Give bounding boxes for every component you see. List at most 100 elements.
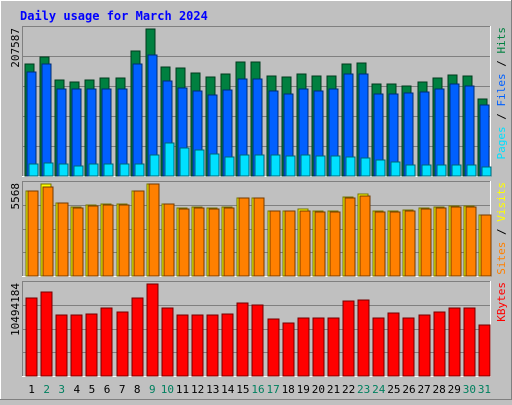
- legend-entry: Files: [495, 73, 508, 106]
- legend-entry: Visits: [495, 182, 508, 222]
- x-tick-label-day-1: 1: [28, 383, 35, 396]
- x-tick-label-day-4: 4: [74, 383, 81, 396]
- x-tick-label-day-26: 26: [402, 383, 415, 396]
- x-tick-label-day-2: 2: [43, 383, 50, 396]
- bar-kbytes-day-22: [342, 300, 355, 377]
- bar-pages-day-24: [375, 159, 386, 177]
- bar-kbytes-day-14: [221, 313, 234, 377]
- bar-sites-day-23: [359, 195, 371, 277]
- panel-kbytes: 10494184 KBytes: [9, 281, 508, 377]
- bar-sites-day-31: [480, 214, 492, 277]
- bar-files-day-1: [26, 71, 37, 177]
- panel-kbytes-legend: KBytes: [495, 282, 508, 322]
- bar-kbytes-day-21: [327, 317, 340, 377]
- bar-sites-day-21: [329, 211, 341, 277]
- x-tick-label-day-30: 30: [463, 383, 476, 396]
- bar-sites-day-4: [72, 207, 84, 277]
- x-tick-label-day-14: 14: [221, 383, 235, 396]
- x-tick-label-day-16: 16: [251, 383, 264, 396]
- bar-files-day-28: [434, 88, 445, 177]
- bar-sites-day-20: [314, 211, 326, 277]
- bar-pages-day-26: [405, 164, 416, 177]
- bar-sites-day-10: [163, 203, 175, 277]
- bar-pages-day-27: [421, 164, 432, 177]
- bar-kbytes-day-23: [357, 299, 370, 377]
- panel-requests-legend: Pages / Files / Hits: [495, 27, 508, 160]
- series-pages: [28, 142, 492, 177]
- bar-kbytes-day-1: [25, 297, 38, 377]
- bar-sites-day-13: [208, 208, 220, 277]
- bar-sites-day-25: [389, 211, 401, 277]
- bar-pages-day-22: [345, 156, 356, 177]
- bar-files-day-26: [403, 92, 414, 177]
- bar-pages-day-14: [224, 156, 235, 177]
- bar-sites-day-29: [450, 206, 462, 277]
- legend-entry: Sites: [495, 242, 508, 275]
- x-tick-label-day-15: 15: [236, 383, 249, 396]
- x-tick-label-day-20: 20: [312, 383, 325, 396]
- bar-pages-day-10: [164, 142, 175, 177]
- bar-kbytes-day-26: [402, 317, 415, 377]
- bar-sites-day-14: [223, 207, 235, 277]
- bar-files-day-7: [117, 88, 128, 177]
- bar-sites-day-24: [374, 211, 386, 277]
- bar-pages-day-13: [209, 153, 220, 177]
- x-tick-label-day-13: 13: [206, 383, 219, 396]
- bar-kbytes-day-15: [236, 302, 249, 377]
- bar-kbytes-day-29: [448, 307, 461, 377]
- x-tick-label-day-12: 12: [191, 383, 204, 396]
- bar-kbytes-day-25: [387, 312, 400, 377]
- legend-separator: /: [495, 107, 508, 127]
- x-tick-label-day-25: 25: [387, 383, 400, 396]
- x-tick-label-day-10: 10: [161, 383, 174, 396]
- bar-kbytes-day-3: [55, 314, 68, 377]
- bar-kbytes-day-10: [161, 307, 174, 377]
- bar-kbytes-day-8: [131, 297, 144, 377]
- bar-kbytes-day-5: [85, 313, 98, 377]
- bar-sites-day-12: [193, 207, 205, 277]
- x-tick-label-day-17: 17: [266, 383, 279, 396]
- chart-panels: 207587 Pages / Files / Hits 5568 Sites / Vi…: [9, 26, 508, 377]
- bar-sites-day-11: [178, 208, 190, 277]
- bar-kbytes-day-13: [206, 314, 219, 377]
- legend-separator: /: [495, 54, 508, 74]
- bar-pages-day-3: [58, 163, 69, 177]
- x-tick-label-day-24: 24: [372, 383, 386, 396]
- x-tick-label-day-8: 8: [134, 383, 141, 396]
- bar-sites-day-28: [435, 207, 447, 277]
- x-tick-label-day-27: 27: [417, 383, 430, 396]
- bar-sites-day-15: [238, 197, 250, 277]
- bar-pages-day-15: [239, 154, 250, 177]
- bar-files-day-5: [86, 88, 97, 177]
- x-tick-label-day-3: 3: [58, 383, 65, 396]
- bar-pages-day-5: [88, 163, 99, 177]
- x-tick-label-day-19: 19: [297, 383, 310, 396]
- panel-visits-max-label: 5568: [9, 183, 22, 210]
- series-sites: [27, 183, 492, 277]
- bar-kbytes-day-28: [433, 311, 446, 377]
- bar-pages-day-8: [134, 163, 145, 177]
- bar-kbytes-day-30: [463, 307, 476, 377]
- bar-files-day-4: [71, 88, 82, 177]
- bar-kbytes-day-24: [372, 317, 385, 377]
- bar-pages-day-19: [300, 154, 311, 177]
- bar-kbytes-day-2: [40, 291, 53, 377]
- x-tick-label-day-31: 31: [478, 383, 491, 396]
- x-tick-label-day-23: 23: [357, 383, 370, 396]
- x-tick-label-day-29: 29: [448, 383, 461, 396]
- bar-pages-day-4: [73, 165, 84, 177]
- panel-visits-legend: Sites / Visits: [495, 182, 508, 275]
- chart-title: Daily usage for March 2024: [20, 9, 208, 23]
- legend-entry: KBytes: [495, 282, 508, 322]
- bar-kbytes-day-4: [70, 314, 83, 377]
- bar-sites-day-19: [299, 210, 311, 277]
- bar-pages-day-29: [451, 164, 462, 177]
- bar-pages-day-21: [330, 155, 341, 177]
- bar-kbytes-day-9: [146, 283, 159, 377]
- bar-files-day-29: [449, 83, 460, 177]
- panel-requests-max-label: 207587: [9, 28, 22, 68]
- bar-pages-day-6: [103, 163, 114, 177]
- x-tick-label-day-21: 21: [327, 383, 340, 396]
- x-tick-label-day-22: 22: [342, 383, 355, 396]
- bar-files-day-27: [419, 91, 430, 177]
